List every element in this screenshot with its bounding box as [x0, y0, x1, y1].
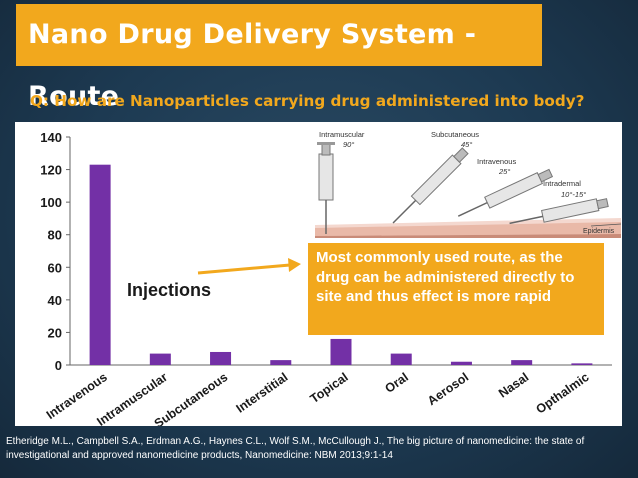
intravenous-syringe — [457, 168, 554, 217]
y-tick-labels: 0 20 40 60 80 100 120 140 — [40, 130, 62, 373]
label-subcutaneous-angle: 45° — [461, 140, 472, 149]
label-epidermis: Epidermis — [583, 228, 615, 235]
y-tick-label: 100 — [40, 195, 62, 210]
label-intravenous: Intravenous — [477, 157, 516, 166]
injection-illustration: Intramuscular 90° Subcutaneous 45° Intra… — [315, 130, 622, 238]
arrow-line — [197, 263, 291, 275]
bar-aerosol — [450, 361, 472, 365]
y-tick-label: 140 — [40, 130, 62, 145]
y-tick-label: 20 — [48, 325, 62, 340]
x-tick-label-interstitial: Interstitial — [234, 370, 291, 416]
route-bar-chart: Intramuscular 90° Subcutaneous 45° Intra… — [40, 130, 622, 426]
label-subcutaneous: Subcutaneous — [431, 130, 479, 139]
x-tick-label-topical: Topical — [308, 370, 351, 406]
y-tick-label: 0 — [55, 358, 62, 373]
tissue-layer — [315, 222, 621, 236]
label-intradermal-angle: 10°-15° — [561, 190, 586, 199]
y-tick-label: 40 — [48, 293, 62, 308]
slide-title: Nano Drug Delivery System - Route — [16, 4, 542, 112]
x-tick-label-nasal: Nasal — [496, 370, 531, 401]
question-text: Q: How are Nanoparticles carrying drug a… — [30, 92, 585, 110]
subcutaneous-syringe — [392, 147, 469, 224]
x-tick-label-opthalmic: Opthalmic — [534, 370, 592, 417]
bar-interstitial — [270, 360, 292, 365]
intramuscular-syringe — [317, 142, 335, 234]
x-tick-label-oral: Oral — [382, 370, 411, 396]
bar-intramuscular — [149, 353, 171, 365]
x-tick-label-aerosol: Aerosol — [425, 370, 471, 408]
y-tick-label: 80 — [48, 228, 62, 243]
bar-nasal — [511, 360, 533, 365]
label-intramuscular: Intramuscular — [319, 130, 365, 139]
citation-text: Etheridge M.L., Campbell S.A., Erdman A.… — [6, 436, 585, 461]
chart-panel: Intramuscular 90° Subcutaneous 45° Intra… — [15, 122, 622, 426]
injections-label: Injections — [127, 280, 212, 300]
arrow-head — [288, 258, 301, 272]
muscle-layer — [315, 234, 621, 238]
label-intramuscular-angle: 90° — [343, 140, 354, 149]
bar-topical — [330, 338, 352, 365]
chart-bars — [89, 164, 593, 365]
epidermis-line — [590, 223, 622, 227]
bar-intravenous — [89, 164, 111, 365]
intradermal-syringe — [509, 198, 609, 225]
bar-oral — [390, 353, 412, 365]
callout-box: Most commonly used route, as the drug ca… — [308, 243, 604, 335]
bar-opthalmic — [571, 363, 593, 365]
bar-subcutaneous — [210, 351, 232, 365]
y-tick-label: 120 — [40, 163, 62, 178]
label-intravenous-angle: 25° — [498, 167, 510, 176]
label-intradermal: Intradermal — [543, 179, 581, 188]
y-tick-label: 60 — [48, 260, 62, 275]
